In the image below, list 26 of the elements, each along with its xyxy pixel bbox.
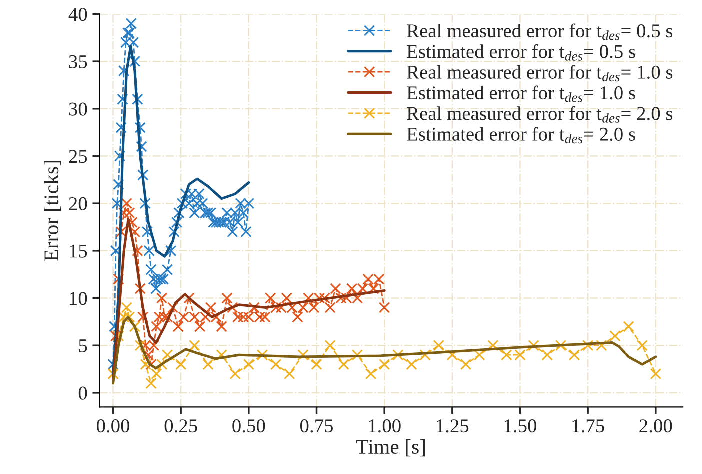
y-tick-label: 25 — [69, 150, 88, 164]
legend-label: Real measured error for t$_{des}$= 1.0 s — [407, 65, 673, 82]
legend-label: Estimated error for t$_{des}$= 2.0 s — [407, 127, 636, 144]
legend-label: Real measured error for t$_{des}$= 0.5 s — [407, 24, 673, 40]
x-tick-label: 2.00 — [640, 420, 672, 433]
y-tick-label: 15 — [70, 244, 88, 258]
y-tick-label: 0 — [78, 386, 88, 400]
x-tick-label: 0.25 — [164, 420, 198, 433]
y-tick-label: 5 — [79, 340, 88, 353]
y-tick-label: 40 — [68, 8, 88, 22]
legend-label: Estimated error for t$_{des}$= 1.0 s — [407, 86, 636, 102]
y-tick-label: 10 — [70, 292, 88, 306]
legend-label: Estimated error for t$_{des}$= 0.5 s — [407, 44, 636, 61]
y-axis-title: Error [ticks] — [44, 161, 62, 262]
y-tick-label: 20 — [69, 197, 88, 211]
x-tick-label: 0.75 — [300, 420, 334, 433]
x-axis-title: Time [s] — [356, 439, 426, 457]
x-tick-label: 0.50 — [232, 420, 266, 433]
x-tick-label: 1.00 — [369, 420, 401, 433]
y-tick-label: 35 — [69, 55, 88, 68]
x-tick-label: 1.50 — [504, 420, 537, 433]
x-tick-label: 0.00 — [96, 420, 130, 433]
y-tick-label: 30 — [69, 102, 88, 116]
x-tick-label: 1.75 — [572, 420, 604, 433]
legend-label: Real measured error for t$_{des}$= 2.0 s — [407, 106, 673, 123]
x-tick-label: 1.25 — [437, 420, 469, 433]
